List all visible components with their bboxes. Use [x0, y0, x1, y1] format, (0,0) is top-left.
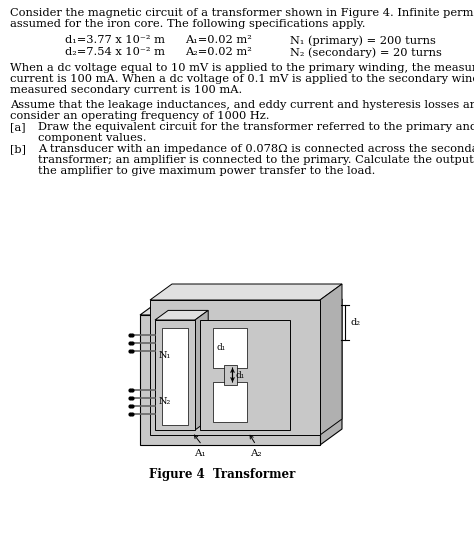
Bar — [162, 328, 188, 425]
Polygon shape — [140, 299, 342, 315]
Bar — [200, 320, 290, 430]
Text: N₁: N₁ — [159, 350, 172, 359]
Text: N₁ (primary) = 200 turns: N₁ (primary) = 200 turns — [290, 35, 436, 46]
Text: the amplifier to give maximum power transfer to the load.: the amplifier to give maximum power tran… — [38, 166, 375, 176]
Text: d₂: d₂ — [351, 318, 361, 327]
Text: A₂: A₂ — [250, 449, 262, 458]
Text: Consider the magnetic circuit of a transformer shown in Figure 4. Infinite perme: Consider the magnetic circuit of a trans… — [10, 8, 474, 18]
Text: measured secondary current is 100 mA.: measured secondary current is 100 mA. — [10, 85, 242, 95]
Text: [a]: [a] — [10, 122, 26, 132]
Text: d₁=3.77 x 10⁻² m: d₁=3.77 x 10⁻² m — [65, 35, 165, 45]
Text: Assume that the leakage inductances, and eddy current and hysteresis losses are : Assume that the leakage inductances, and… — [10, 100, 474, 110]
Polygon shape — [195, 311, 208, 430]
Text: A₂=0.02 m²: A₂=0.02 m² — [185, 47, 252, 57]
Text: N₂ (secondary) = 20 turns: N₂ (secondary) = 20 turns — [290, 47, 442, 58]
Text: d₁: d₁ — [236, 370, 245, 380]
Bar — [224, 365, 237, 385]
Text: d₁: d₁ — [217, 344, 226, 352]
Text: component values.: component values. — [38, 133, 146, 143]
Text: consider an operating frequency of 1000 Hz.: consider an operating frequency of 1000 … — [10, 111, 270, 121]
Bar — [150, 300, 320, 435]
Text: A₁=0.02 m²: A₁=0.02 m² — [185, 35, 252, 45]
Bar — [213, 328, 247, 368]
Bar — [155, 320, 195, 430]
Text: A transducer with an impedance of 0.078Ω is connected across the secondary of th: A transducer with an impedance of 0.078Ω… — [38, 144, 474, 154]
Text: [b]: [b] — [10, 144, 26, 154]
Polygon shape — [320, 284, 342, 435]
Text: Figure 4  Transformer: Figure 4 Transformer — [149, 468, 296, 481]
Text: N₂: N₂ — [159, 397, 171, 407]
Text: d₂=7.54 x 10⁻² m: d₂=7.54 x 10⁻² m — [65, 47, 165, 57]
Text: When a dc voltage equal to 10 mV is applied to the primary winding, the measured: When a dc voltage equal to 10 mV is appl… — [10, 63, 474, 73]
Text: assumed for the iron core. The following specifications apply.: assumed for the iron core. The following… — [10, 19, 365, 29]
Text: current is 100 mA. When a dc voltage of 0.1 mV is applied to the secondary windi: current is 100 mA. When a dc voltage of … — [10, 74, 474, 84]
Polygon shape — [320, 299, 342, 445]
Text: transformer; an amplifier is connected to the primary. Calculate the output impe: transformer; an amplifier is connected t… — [38, 155, 474, 165]
Polygon shape — [155, 311, 208, 320]
Polygon shape — [150, 284, 342, 300]
Bar — [213, 382, 247, 422]
Bar — [140, 315, 320, 445]
Text: A₁: A₁ — [194, 449, 206, 458]
Text: Draw the equivalent circuit for the transformer referred to the primary and calc: Draw the equivalent circuit for the tran… — [38, 122, 474, 132]
